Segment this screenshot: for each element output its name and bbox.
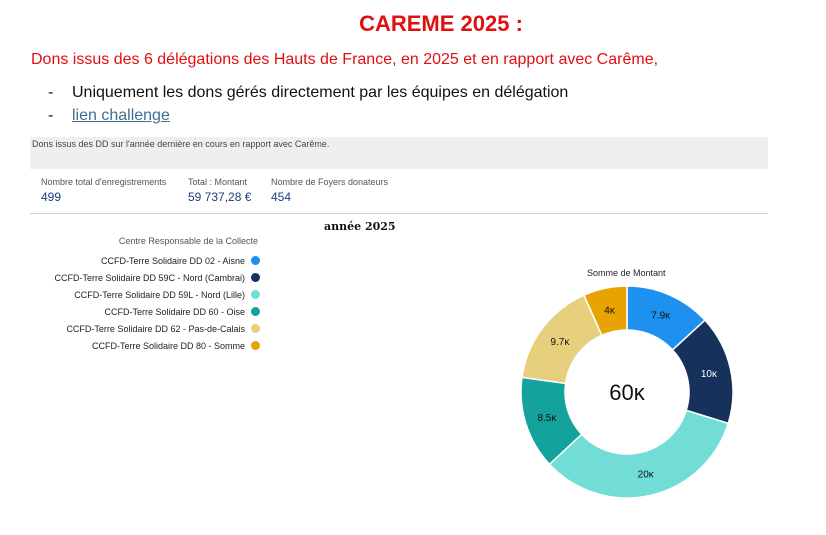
legend-label: CCFD-Terre Solidaire DD 02 - Aisne <box>100 255 245 266</box>
legend-swatch <box>251 256 260 265</box>
legend-label: CCFD-Terre Solidaire DD 62 - Pas-de-Cala… <box>66 323 245 334</box>
donut-chart: 7.9ĸ 10ĸ 20ĸ 8.5ĸ 9.7ĸ 4ĸ 60ĸ <box>520 285 734 499</box>
slice-data-label: 9.7ĸ <box>550 337 570 348</box>
legend-item[interactable]: CCFD-Terre Solidaire DD 02 - Aisne <box>30 252 260 269</box>
kpi-total-amount: Total : Montant 59 737,28 € <box>188 177 251 204</box>
kpi-label: Nombre total d'enregistrements <box>41 177 167 187</box>
bullet-dash: - <box>48 84 54 101</box>
legend-label: CCFD-Terre Solidaire DD 59C - Nord (Camb… <box>54 272 245 283</box>
slice-data-label: 20ĸ <box>638 469 655 480</box>
page-title: CAREME 2025 : <box>359 11 523 36</box>
bullet-dash: - <box>48 107 54 124</box>
legend-swatch <box>251 307 260 316</box>
legend-title: Centre Responsable de la Collecte <box>118 236 258 246</box>
slice-data-label: 10ĸ <box>701 369 718 380</box>
kpi-value: 499 <box>41 190 62 204</box>
kpi-value: 59 737,28 € <box>188 190 252 204</box>
donut-slice[interactable] <box>582 285 628 337</box>
legend-item[interactable]: CCFD-Terre Solidaire DD 62 - Pas-de-Cala… <box>30 320 260 337</box>
legend-items: CCFD-Terre Solidaire DD 02 - Aisne CCFD-T… <box>30 252 260 354</box>
bullet-list: - Uniquement les dons gérés directement p… <box>48 83 568 129</box>
legend-item[interactable]: CCFD-Terre Solidaire DD 59L - Nord (Lill… <box>30 286 260 303</box>
donut-slice[interactable] <box>548 409 730 499</box>
donut-measure-label: Somme de Montant <box>587 268 666 278</box>
report-description: Dons issus des DD sur l'année dernière e… <box>32 139 330 149</box>
divider <box>30 213 768 214</box>
chart-title: année 2025 <box>324 220 396 233</box>
legend-label: CCFD-Terre Solidaire DD 59L - Nord (Lill… <box>74 289 245 300</box>
bullet-text: Uniquement les dons gérés directement pa… <box>72 84 569 101</box>
donut-center-total: 60ĸ <box>609 380 645 405</box>
legend-item[interactable]: CCFD-Terre Solidaire DD 80 - Somme <box>30 337 260 354</box>
kpi-label: Total : Montant <box>188 177 248 187</box>
slice-data-label: 7.9ĸ <box>651 311 671 322</box>
kpi-value: 454 <box>271 190 292 204</box>
legend-item[interactable]: CCFD-Terre Solidaire DD 59C - Nord (Camb… <box>30 269 260 286</box>
slice-data-label: 8.5ĸ <box>537 413 557 424</box>
kpi-label: Nombre de Foyers donateurs <box>271 177 389 187</box>
slice-data-label: 4ĸ <box>604 305 616 316</box>
legend-label: CCFD-Terre Solidaire DD 60 - Oise <box>104 306 245 317</box>
legend-swatch <box>251 290 260 299</box>
report-description-bar: Dons issus des DD sur l'année dernière e… <box>30 137 768 169</box>
challenge-link[interactable]: lien challenge <box>72 107 170 124</box>
legend-item[interactable]: CCFD-Terre Solidaire DD 60 - Oise <box>30 303 260 320</box>
legend-swatch <box>251 324 260 333</box>
legend-swatch <box>251 273 260 282</box>
kpi-donor-households: Nombre de Foyers donateurs 454 <box>271 177 388 204</box>
legend-swatch <box>251 341 260 350</box>
chart-legend: Centre Responsable de la Collecte CCFD-T… <box>30 236 260 354</box>
page-subtitle: Dons issus des 6 délégations des Hauts d… <box>31 51 659 68</box>
legend-label: CCFD-Terre Solidaire DD 80 - Somme <box>91 340 245 351</box>
bullet-item: - lien challenge <box>48 106 568 129</box>
kpi-records: Nombre total d'enregistrements 499 <box>41 177 166 204</box>
bullet-item: - Uniquement les dons gérés directement p… <box>48 83 568 106</box>
